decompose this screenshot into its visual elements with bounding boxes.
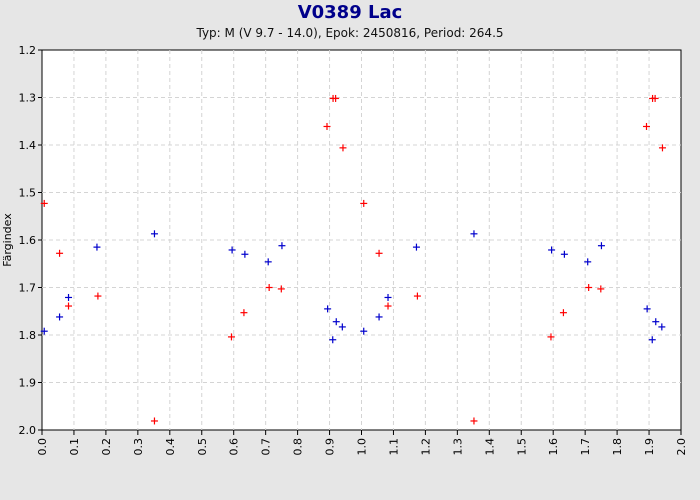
red-data-point xyxy=(94,292,102,300)
x-tick-label: 1.8 xyxy=(611,438,624,456)
x-tick-label: 1.1 xyxy=(387,438,400,456)
red-data-point xyxy=(56,249,64,257)
x-tick-label: 1.5 xyxy=(515,438,528,456)
blue-data-point xyxy=(584,258,592,266)
x-tick-label: 1.2 xyxy=(419,438,432,456)
blue-data-point xyxy=(375,313,383,321)
x-tick-label: 0.4 xyxy=(164,438,177,456)
red-data-point xyxy=(597,285,605,293)
blue-data-point xyxy=(470,230,478,238)
blue-data-point xyxy=(360,327,368,335)
blue-data-point xyxy=(264,258,272,266)
y-axis-label: Färgindex xyxy=(1,213,14,267)
x-tick-label: 0.1 xyxy=(68,438,81,456)
blue-data-point xyxy=(329,336,337,344)
blue-data-point xyxy=(65,293,73,301)
blue-data-point xyxy=(332,318,340,326)
red-data-point xyxy=(240,309,248,317)
blue-data-point xyxy=(278,242,286,250)
blue-data-point xyxy=(40,327,48,335)
blue-data-point xyxy=(228,246,236,254)
red-data-point xyxy=(642,122,650,130)
y-tick-label: 1.7 xyxy=(19,282,37,295)
blue-data-point xyxy=(652,318,660,326)
y-tick-label: 2.0 xyxy=(19,424,37,437)
x-tick-label: 0.5 xyxy=(196,438,209,456)
x-tick-label: 0.0 xyxy=(36,438,49,456)
red-data-point xyxy=(277,285,285,293)
data-markers xyxy=(40,94,666,425)
blue-data-point xyxy=(338,323,346,331)
blue-data-point xyxy=(241,250,249,258)
chart-title: V0389 Lac xyxy=(297,2,403,23)
red-data-point xyxy=(585,284,593,291)
blue-data-point xyxy=(324,305,332,313)
red-data-point xyxy=(265,284,273,291)
red-data-point xyxy=(150,417,158,425)
blue-data-point xyxy=(648,336,656,344)
x-tick-label: 0.2 xyxy=(100,438,113,456)
y-tick-label: 1.5 xyxy=(19,187,37,200)
axis-ticks: 0.0 0.1 0.2 0.3 0.4 0.5 0.6 0.7 0.8 0.9 1.0 1.1 1.2 1… xyxy=(19,44,689,456)
y-tick-label: 1.3 xyxy=(19,92,37,105)
x-tick-label: 0.3 xyxy=(132,438,145,456)
y-tick-label: 1.8 xyxy=(19,329,37,342)
blue-data-point xyxy=(412,243,420,251)
blue-data-point xyxy=(548,246,556,254)
x-tick-label: 0.9 xyxy=(324,438,337,456)
red-data-point xyxy=(470,417,478,425)
blue-data-point xyxy=(597,242,605,250)
blue-data-point xyxy=(93,243,101,251)
red-data-point xyxy=(413,292,421,300)
red-data-point xyxy=(323,122,331,130)
red-data-point xyxy=(658,144,666,152)
y-tick-label: 1.2 xyxy=(19,44,37,57)
y-tick-label: 1.4 xyxy=(19,139,37,152)
y-tick-label: 1.9 xyxy=(19,377,37,390)
red-data-point xyxy=(40,199,48,207)
blue-data-point xyxy=(384,293,392,301)
red-data-point xyxy=(65,302,73,310)
blue-data-point xyxy=(643,305,651,313)
red-data-point xyxy=(332,94,340,102)
red-data-point xyxy=(547,333,555,341)
red-data-point xyxy=(559,309,567,317)
x-tick-label: 0.8 xyxy=(292,438,305,456)
blue-data-point xyxy=(658,323,666,331)
chart-subtitle: Typ: M (V 9.7 - 14.0), Epok: 2450816, Pe… xyxy=(196,26,504,40)
red-data-point xyxy=(651,94,659,102)
x-tick-label: 1.4 xyxy=(483,438,496,456)
red-data-point xyxy=(339,144,347,152)
red-data-point xyxy=(375,249,383,257)
x-tick-label: 0.6 xyxy=(228,438,241,456)
red-data-point xyxy=(360,199,368,207)
blue-data-point xyxy=(56,313,64,321)
red-data-point xyxy=(227,333,235,341)
x-tick-label: 1.9 xyxy=(643,438,656,456)
blue-data-point xyxy=(150,230,158,238)
blue-data-point xyxy=(560,250,568,258)
x-tick-label: 2.0 xyxy=(675,438,688,456)
x-tick-label: 0.7 xyxy=(260,438,273,456)
x-tick-label: 1.0 xyxy=(356,438,369,456)
x-tick-label: 1.3 xyxy=(451,438,464,456)
red-data-point xyxy=(384,302,392,310)
grid xyxy=(42,50,681,430)
x-tick-label: 1.7 xyxy=(579,438,592,456)
x-tick-label: 1.6 xyxy=(547,438,560,456)
y-tick-label: 1.6 xyxy=(19,234,37,247)
